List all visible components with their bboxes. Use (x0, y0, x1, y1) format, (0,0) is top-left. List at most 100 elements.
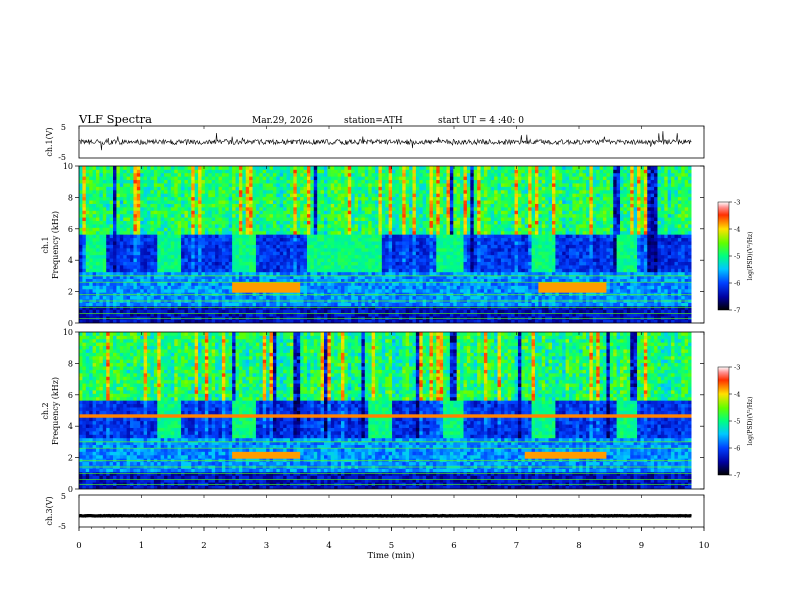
spectrogram-cell (266, 220, 270, 225)
spectrogram-cell (313, 230, 318, 235)
spectrogram-cell (341, 200, 345, 204)
spectrogram-cell (371, 271, 376, 276)
spectrogram-cell (296, 189, 301, 194)
spectrogram-cell (300, 251, 304, 256)
spectrogram-cell (388, 319, 393, 323)
spectrogram-cell (133, 268, 138, 273)
spectrogram-cell (204, 186, 209, 191)
spectrogram-cell (341, 261, 345, 266)
spectrogram-cell (170, 166, 175, 170)
spectrogram-cell (218, 278, 223, 283)
spectrogram-cell (262, 247, 267, 252)
spectrogram-cell (320, 285, 325, 290)
spectrogram-cell (395, 224, 400, 228)
spectrogram-cell (228, 292, 233, 297)
spectrogram-cell (409, 278, 413, 283)
spectrogram-cell (211, 305, 216, 310)
spectrogram-cell (187, 302, 192, 307)
spectrogram-cell (99, 244, 104, 249)
spectrogram-cell (262, 217, 267, 222)
spectrogram-cell (266, 189, 270, 194)
spectrogram-cell (371, 227, 376, 232)
spectrogram-cell (415, 309, 420, 314)
spectrogram-cell (204, 247, 209, 252)
spectrogram-cell (412, 210, 417, 215)
spectrogram-cell (293, 186, 298, 191)
spectrogram-cell (402, 193, 407, 198)
spectrogram-cell (324, 224, 328, 228)
spectrogram-cell (388, 268, 393, 273)
spectrogram-cell (109, 319, 114, 323)
spectrogram-cell (249, 172, 253, 177)
spectrogram-cell (334, 288, 339, 293)
spectrogram-cell (310, 302, 315, 307)
spectrogram-cell (198, 234, 202, 239)
spectrogram-cell (303, 172, 308, 177)
spectrogram-cell (164, 234, 168, 239)
spectrogram-cell (381, 237, 386, 242)
spectrogram-cell (327, 193, 332, 198)
spectrogram-cell (89, 244, 94, 249)
spectrogram-cell (378, 261, 383, 266)
spectrogram-cell (392, 309, 396, 314)
spectrogram-cell (432, 241, 437, 245)
spectrogram-cell (375, 196, 379, 201)
spectrogram-cell (279, 244, 284, 249)
spectrogram-cell (133, 230, 138, 235)
spectrogram-cell (177, 220, 182, 225)
spectrogram-cell (113, 206, 117, 211)
spectrogram-cell (109, 305, 114, 310)
spectrogram-cell (303, 292, 308, 297)
spectrogram-cell (306, 210, 311, 215)
spectrogram-cell (398, 213, 403, 218)
spectrogram-cell (303, 217, 308, 222)
spectrogram-cell (82, 312, 87, 317)
spectrogram-cell (341, 237, 345, 242)
spectrogram-cell (409, 234, 413, 239)
spectrogram-cell (170, 275, 175, 280)
spectrogram-cell (198, 302, 202, 307)
spectrogram-cell (412, 275, 417, 280)
spectrogram-cell (228, 282, 233, 286)
spectrogram-cell (126, 183, 131, 187)
spectrogram-cell (235, 189, 240, 194)
spectrogram-cell (446, 305, 451, 310)
spectrogram-cell (279, 305, 284, 310)
spectrogram-cell (361, 288, 366, 293)
spectrogram-cell (235, 217, 240, 222)
spectrogram-cell (392, 213, 396, 218)
spectrogram-cell (341, 275, 345, 280)
spectrogram-cell (344, 251, 349, 256)
spectrogram-cell (92, 271, 97, 276)
spectrogram-cell (337, 224, 342, 228)
spectrogram-cell (82, 217, 87, 222)
spectrogram-cell (164, 196, 168, 201)
spectrogram-cell (415, 189, 420, 194)
spectrogram-cell (439, 302, 444, 307)
spectrogram-cell (412, 213, 417, 218)
spectrogram-cell (368, 312, 373, 317)
spectrogram-cell (225, 261, 230, 266)
spectrogram-cell (269, 264, 274, 269)
spectrogram-cell (140, 309, 145, 314)
spectrogram-cell (422, 203, 427, 208)
spectrogram-cell (324, 254, 328, 259)
spectrogram-cell (255, 189, 260, 194)
spectrogram-cell (242, 292, 247, 297)
spectrogram-cell (160, 241, 165, 245)
spectrogram-cell (252, 295, 257, 300)
spectrogram-cell (106, 172, 111, 177)
spectrogram-cell (109, 288, 114, 293)
spectrogram-cell (259, 179, 264, 184)
spectrogram-cell (181, 305, 185, 310)
spectrogram-cell (361, 251, 366, 256)
spectrogram-cell (419, 258, 424, 262)
spectrogram-cell (106, 200, 111, 204)
spectrogram-cell (79, 285, 83, 290)
spectrogram-cell (249, 227, 253, 232)
spectrogram-cell (293, 241, 298, 245)
spectrogram-cell (79, 193, 83, 198)
spectrogram-cell (184, 203, 189, 208)
spectrogram-cell (106, 227, 111, 232)
spectrogram-cell (136, 220, 141, 225)
